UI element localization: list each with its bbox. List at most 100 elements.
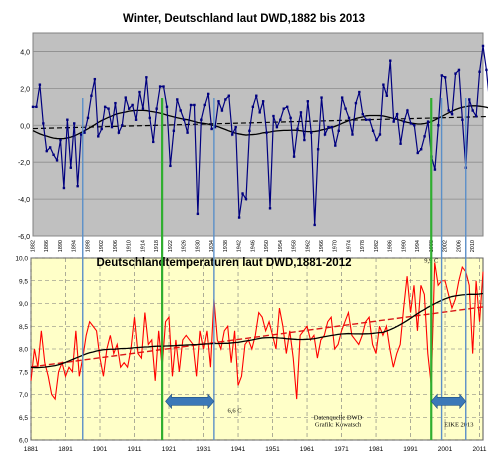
winter-x-tick-label: 1966 — [319, 240, 325, 252]
winter-data-point — [365, 118, 368, 121]
annual-annotation: 6,6 C — [228, 408, 242, 415]
double-arrow — [165, 393, 215, 410]
winter-y-tick-label: 0,0 — [20, 123, 30, 130]
winter-data-point — [255, 94, 258, 97]
winter-data-point — [340, 96, 344, 99]
winter-x-tick-label: 1958 — [292, 240, 298, 252]
winter-data-point — [200, 118, 203, 121]
winter-data-point — [35, 105, 38, 109]
double-arrow — [430, 393, 467, 410]
winter-data-point — [38, 83, 42, 86]
winter-data-point — [193, 103, 196, 107]
winter-data-point — [389, 59, 392, 62]
winter-data-point — [296, 127, 299, 131]
winter-data-point — [165, 105, 169, 109]
winter-data-point — [169, 164, 172, 168]
winter-data-point — [196, 212, 200, 216]
annual-y-tick-label: 7,0 — [19, 392, 28, 399]
winter-data-point — [131, 103, 134, 107]
annual-y-tick-label: 8,0 — [19, 347, 28, 354]
winter-y-tick-labels: 4,0 2,0 0,0 -2,0 -4,0 -6,0 — [18, 49, 30, 241]
annual-x-tick-label: 1971 — [334, 446, 349, 453]
winter-data-point — [127, 107, 131, 110]
winter-data-point — [327, 125, 330, 129]
winter-data-point — [399, 142, 402, 145]
winter-x-tick-label: 1906 — [113, 240, 119, 252]
winter-data-point — [419, 148, 423, 151]
winter-data-point — [121, 124, 124, 127]
winter-data-point — [141, 107, 145, 110]
annual-x-tick-label: 1881 — [24, 446, 39, 453]
winter-data-point — [481, 44, 485, 48]
winter-data-point — [162, 85, 165, 88]
winter-data-point — [320, 96, 323, 99]
winter-data-point — [444, 76, 447, 79]
annual-x-tick-label: 2001 — [438, 446, 453, 453]
winter-x-tick-label: 1974 — [346, 240, 352, 252]
winter-data-point — [59, 138, 62, 142]
winter-data-point — [344, 107, 347, 110]
winter-data-point — [117, 131, 121, 134]
winter-x-tick-label: 1970 — [333, 240, 339, 252]
winter-data-point — [110, 125, 114, 129]
winter-data-point — [237, 216, 241, 219]
winter-data-point — [392, 120, 395, 123]
winter-data-point — [378, 133, 382, 136]
winter-x-tick-label: 1994 — [415, 240, 421, 252]
winter-data-point — [347, 116, 351, 120]
winter-data-point — [182, 118, 186, 121]
annual-y-tick-label: 6,5 — [19, 415, 28, 422]
winter-data-point — [45, 149, 48, 153]
winter-data-point — [382, 83, 385, 86]
winter-data-point — [423, 135, 426, 138]
winter-data-point — [213, 125, 217, 129]
winter-data-point — [76, 184, 79, 188]
winter-data-point — [217, 100, 220, 103]
winter-data-point — [158, 85, 162, 88]
annual-x-tick-label: 1991 — [403, 446, 418, 453]
winter-data-point — [155, 107, 158, 110]
winter-x-tick-label: 1982 — [374, 240, 380, 252]
winter-data-point — [268, 207, 272, 210]
winter-data-point — [220, 109, 224, 112]
annual-x-tick-label: 1931 — [196, 446, 211, 453]
winter-y-tick-label: 2,0 — [20, 86, 30, 93]
winter-series — [31, 44, 488, 227]
winter-data-point — [83, 131, 86, 134]
winter-data-point — [55, 159, 59, 162]
winter-data-point — [107, 107, 110, 110]
winter-data-point — [461, 118, 464, 121]
winter-data-point — [375, 138, 378, 142]
winter-data-point — [100, 127, 103, 131]
winter-data-point — [148, 116, 151, 120]
winter-data-point — [323, 133, 327, 136]
winter-data-point — [79, 133, 83, 136]
winter-x-tick-label: 1914 — [140, 240, 146, 252]
winter-data-point — [176, 98, 179, 101]
winter-data-point — [303, 138, 306, 142]
winter-x-tick-label: 1922 — [168, 240, 174, 252]
winter-x-tick-label: 1946 — [250, 240, 256, 252]
winter-data-point — [306, 100, 310, 103]
winter-data-point — [413, 124, 416, 127]
winter-data-point — [69, 166, 72, 169]
winter-data-point — [282, 107, 285, 110]
winter-data-point — [145, 76, 148, 79]
winter-data-point — [275, 125, 279, 129]
winter-data-point — [272, 114, 275, 118]
winter-x-tick-label: 1954 — [278, 240, 284, 252]
winter-data-point — [478, 70, 481, 73]
winter-data-point — [42, 122, 45, 125]
annual-x-tick-label: 1921 — [162, 446, 177, 453]
annual-annotation: Grafik: Kowatsch — [315, 421, 362, 428]
winter-data-point — [124, 96, 127, 99]
winter-data-point — [440, 74, 443, 77]
winter-x-tick-label: 1934 — [209, 240, 215, 252]
annual-x-tick-label: 1981 — [369, 446, 384, 453]
winter-data-point — [251, 105, 255, 109]
winter-data-point — [248, 129, 251, 133]
annual-y-tick-label: 9,5 — [19, 278, 28, 285]
winter-x-tick-label: 1926 — [182, 240, 188, 252]
annual-series — [30, 262, 484, 401]
